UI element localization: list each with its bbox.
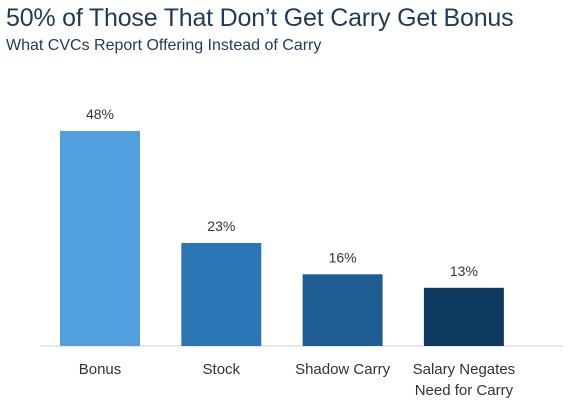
category-label-line: Bonus bbox=[79, 361, 122, 378]
category-label: Bonus bbox=[79, 361, 122, 378]
bar-stock bbox=[181, 243, 262, 346]
category-label-line: Need for Carry bbox=[415, 382, 514, 399]
bar-value-label: 13% bbox=[450, 263, 478, 279]
category-label-line: Stock bbox=[203, 361, 241, 378]
category-label: Salary Negates Need for Carry bbox=[413, 361, 516, 399]
bar-shadow-carry bbox=[302, 274, 383, 346]
category-label-line: Salary Negates bbox=[413, 361, 516, 378]
bar-value-label: 23% bbox=[207, 218, 235, 234]
bar-value-label: 48% bbox=[86, 106, 114, 122]
category-label: Shadow Carry bbox=[295, 361, 391, 378]
bar-value-label: 16% bbox=[329, 249, 357, 265]
chart-title: 50% of Those That Don’t Get Carry Get Bo… bbox=[6, 4, 514, 32]
chart-subtitle: What CVCs Report Offering Instead of Car… bbox=[6, 37, 322, 54]
category-label: Stock bbox=[203, 361, 241, 378]
bar-salary-negates-need-for-carry bbox=[423, 287, 504, 346]
bar-bonus bbox=[60, 131, 140, 346]
category-label-line: Shadow Carry bbox=[295, 361, 391, 378]
